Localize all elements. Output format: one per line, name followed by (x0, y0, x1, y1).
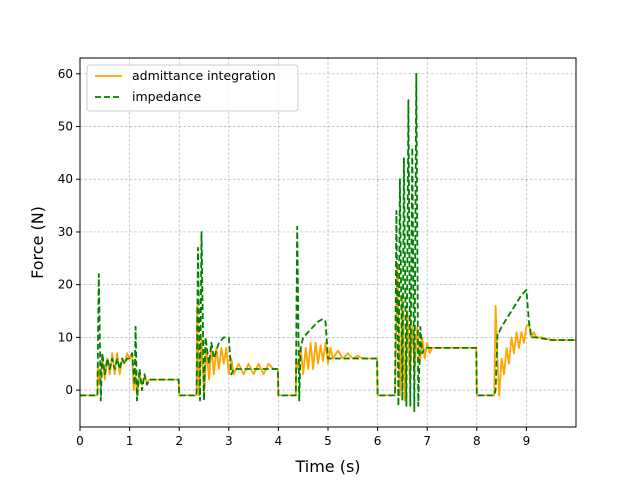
x-tick-label: 7 (423, 434, 431, 448)
x-tick-label: 3 (225, 434, 233, 448)
x-tick-label: 1 (126, 434, 134, 448)
legend-label: impedance (132, 89, 202, 104)
x-axis-title: Time (s) (294, 457, 360, 476)
y-axis-title: Force (N) (28, 206, 47, 279)
axis-ticks: 0 1 2 3 4 5 6 7 8 9 0 10 20 30 40 50 60 (58, 67, 531, 448)
x-tick-label: 4 (275, 434, 283, 448)
series-line-impedance (80, 72, 576, 413)
y-tick-label: 10 (58, 330, 73, 344)
y-tick-label: 40 (58, 172, 73, 186)
x-tick-label: 2 (175, 434, 183, 448)
y-tick-label: 0 (65, 383, 73, 397)
x-tick-label: 6 (374, 434, 382, 448)
legend: admittance integration impedance (86, 64, 299, 112)
legend-box (86, 64, 299, 112)
x-tick-label: 5 (324, 434, 332, 448)
legend-label: admittance integration (132, 68, 276, 83)
series-lines (80, 72, 576, 413)
y-tick-label: 30 (58, 225, 73, 239)
x-tick-label: 8 (473, 434, 481, 448)
x-tick-label: 0 (76, 434, 84, 448)
y-tick-label: 50 (58, 120, 73, 134)
y-tick-label: 60 (58, 67, 73, 81)
y-tick-label: 20 (58, 278, 73, 292)
x-tick-label: 9 (523, 434, 531, 448)
